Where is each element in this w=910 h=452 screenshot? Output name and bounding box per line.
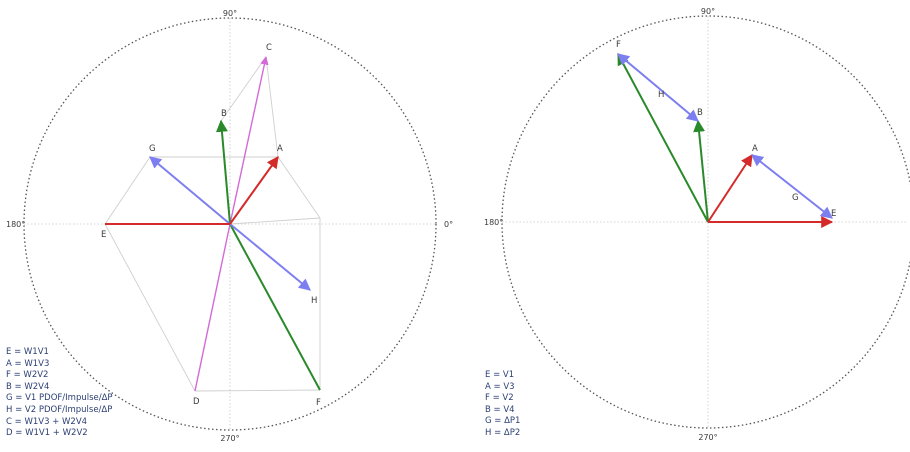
axis-label-bottom: 270° — [220, 434, 239, 443]
vector-label-d: D — [193, 397, 200, 407]
legend-item: G = V1 PDOF/Impulse/ΔP — [6, 393, 113, 404]
vector-label-c: C — [266, 43, 272, 53]
vector-label-f: F — [316, 398, 321, 408]
legend-left: E = W1V1 A = W1V3 F = W2V2 B = W2V4 G = … — [6, 347, 113, 440]
vector-f — [617, 52, 709, 223]
vector-label-h: H — [658, 90, 664, 100]
legend-item: B = V4 — [485, 404, 515, 415]
vector-a — [229, 156, 279, 225]
legend-item: F = W2V2 — [6, 370, 49, 381]
vector-c — [229, 56, 269, 225]
axis-label-top: 90° — [701, 7, 715, 16]
vector-label-g: G — [149, 144, 156, 154]
legend-item: C = W1V3 + W2V4 — [6, 416, 88, 427]
vector-b — [215, 119, 231, 225]
vector-b — [693, 119, 709, 223]
vector-a — [707, 153, 753, 223]
vector-label-g: G — [792, 193, 799, 203]
legend-item: D = W1V1 + W2V2 — [6, 428, 88, 439]
vector-label-a: A — [752, 144, 758, 154]
vector-label-b: B — [221, 109, 227, 119]
legend-item: G = ΔP1 — [485, 416, 521, 427]
axis-label-right: 0° — [444, 220, 453, 229]
vector-label-a: A — [277, 144, 283, 154]
legend-item: H = V2 PDOF/Impulse/ΔP — [6, 404, 113, 415]
vector-label-h: H — [311, 296, 317, 306]
legend-item: E = W1V1 — [6, 347, 49, 357]
vector-label-e: E — [101, 230, 106, 240]
vector-label-b: B — [697, 108, 703, 118]
momentum-diagram-left: 90° 180° 0° 270° E A F B G H C D — [6, 9, 453, 443]
vector-g — [149, 156, 231, 225]
vector-g — [751, 154, 833, 219]
legend-item: H = ΔP2 — [485, 427, 521, 438]
legend-right: E = V1 A = V3 F = V2 B = V4 G = ΔP1 H = … — [485, 370, 520, 440]
vector-h — [229, 223, 311, 291]
momentum-diagram-right: 90° 180° 270° E A F B G H — [484, 7, 910, 442]
legend-item: B = W2V4 — [6, 381, 50, 392]
axis-label-left: 180° — [484, 218, 503, 227]
axis-label-top: 90° — [223, 9, 237, 18]
vector-label-f: F — [616, 40, 621, 50]
vector-label-e: E — [831, 209, 836, 219]
legend-item: F = V2 — [485, 393, 514, 404]
axis-label-left: 180° — [6, 220, 25, 229]
vector-d — [194, 223, 231, 392]
axis-label-bottom: 270° — [698, 433, 717, 442]
vector-h — [617, 53, 699, 122]
vector-f — [229, 223, 321, 391]
legend-item: A = W1V3 — [6, 358, 50, 369]
legend-item: A = V3 — [485, 381, 515, 392]
legend-item: E = V1 — [485, 370, 515, 380]
protractor-circle — [23, 17, 437, 431]
